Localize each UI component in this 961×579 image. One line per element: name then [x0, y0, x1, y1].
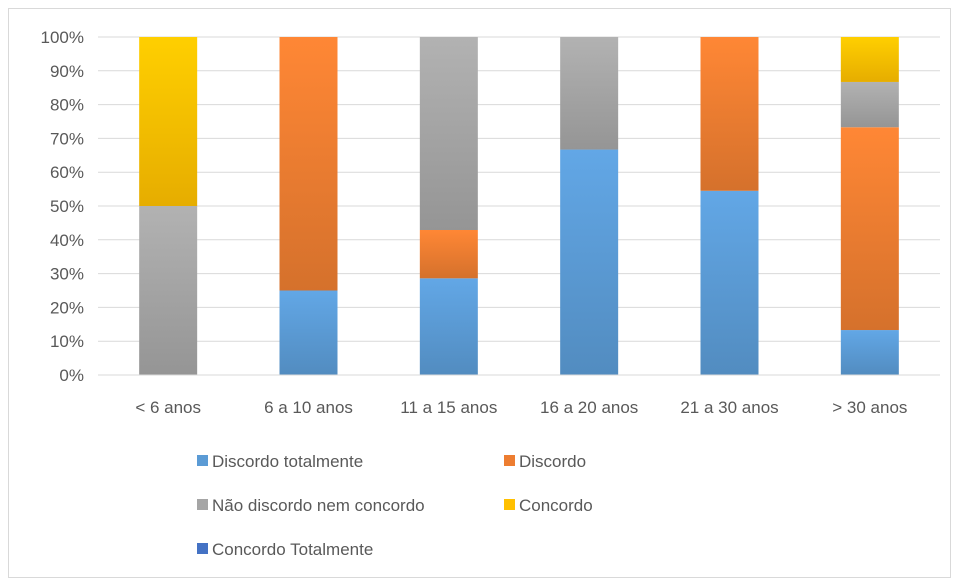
x-tick-label: > 30 anos — [832, 398, 907, 417]
y-tick-label: 100% — [41, 28, 84, 47]
bar-segment — [419, 278, 478, 375]
bar-segment — [560, 149, 619, 375]
legend-swatch — [504, 455, 515, 466]
bar-segment — [139, 206, 198, 375]
bar-segment — [840, 330, 899, 375]
bar-segment — [419, 229, 478, 279]
legend-swatch — [197, 499, 208, 510]
legend-label: Discordo — [519, 452, 586, 471]
bar-segment — [560, 37, 619, 150]
x-tick-label: 16 a 20 anos — [540, 398, 638, 417]
y-tick-label: 50% — [50, 197, 84, 216]
gridlines — [98, 36, 940, 376]
bar-segment — [840, 37, 899, 82]
bars — [139, 37, 899, 375]
y-tick-label: 20% — [50, 298, 84, 317]
legend-swatch — [504, 499, 515, 510]
x-tick-label: 11 a 15 anos — [400, 398, 497, 417]
y-tick-label: 90% — [50, 62, 84, 81]
bar-segment — [139, 37, 198, 206]
bar-segment — [279, 37, 338, 291]
y-tick-label: 70% — [50, 129, 84, 148]
legend-label: Concordo Totalmente — [212, 540, 373, 559]
bar-segment — [700, 37, 759, 191]
legend-label: Concordo — [519, 496, 593, 515]
y-tick-label: 60% — [50, 163, 84, 182]
legend-label: Discordo totalmente — [212, 452, 363, 471]
legend: Discordo totalmente Discordo Não discordo … — [197, 452, 593, 559]
y-tick-label: 10% — [50, 332, 84, 351]
bar-segment — [419, 37, 478, 230]
bar-segment — [700, 190, 759, 375]
legend-swatch — [197, 543, 208, 554]
x-tick-label: 21 a 30 anos — [680, 398, 778, 417]
y-tick-label: 40% — [50, 231, 84, 250]
legend-label: Não discordo nem concordo — [212, 496, 425, 515]
y-tick-label: 30% — [50, 265, 84, 284]
bar-segment — [279, 290, 338, 375]
x-tick-label: 6 a 10 anos — [264, 398, 353, 417]
y-tick-label: 0% — [59, 366, 84, 385]
axes: 0% 10% 20% 30% 40% 50% 60% 70% 80% 90% 100% < 6 ano… — [41, 28, 940, 417]
x-tick-label: < 6 anos — [135, 398, 201, 417]
y-tick-label: 80% — [50, 96, 84, 115]
bar-segment — [840, 81, 899, 128]
bar-segment — [840, 127, 899, 331]
legend-swatch — [197, 455, 208, 466]
